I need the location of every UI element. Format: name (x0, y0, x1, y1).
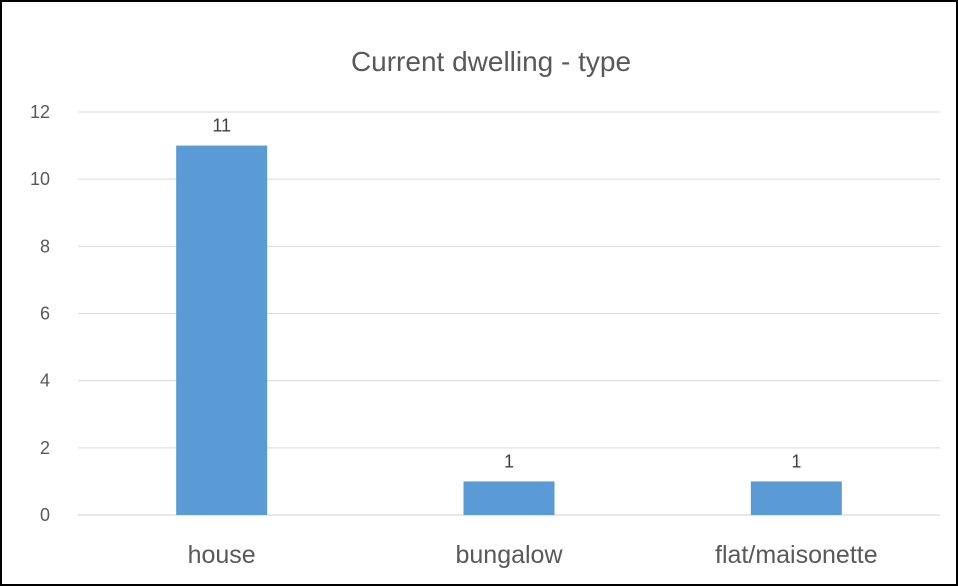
y-tick-label-8: 8 (40, 236, 50, 256)
chart-title: Current dwelling - type (351, 46, 631, 77)
category-label-flat-maisonette: flat/maisonette (715, 541, 878, 569)
y-tick-label-10: 10 (30, 169, 50, 189)
bars (176, 145, 842, 516)
y-tick-label-12: 12 (30, 102, 50, 122)
category-label-house: house (188, 541, 256, 569)
bar-bungalow (463, 481, 555, 515)
bar-flat-maisonette (750, 481, 842, 515)
data-labels: 111 1 (212, 116, 801, 472)
data-label-bungalow: 1 (504, 451, 514, 471)
category-label-bungalow: bungalow (455, 541, 563, 569)
y-tick-label-0: 0 (40, 505, 50, 525)
bar-house (176, 145, 268, 516)
y-tick-label-4: 4 (40, 371, 50, 391)
y-axis-ticks: 0 2 4 6 8 10 12 (30, 102, 50, 525)
x-axis-categories: house bungalow flat/maisonette (188, 541, 878, 569)
data-label-house: 11 (212, 116, 231, 136)
data-label-flat-maisonette: 1 (791, 451, 801, 471)
y-tick-label-2: 2 (40, 438, 50, 458)
y-tick-label-6: 6 (40, 304, 50, 324)
